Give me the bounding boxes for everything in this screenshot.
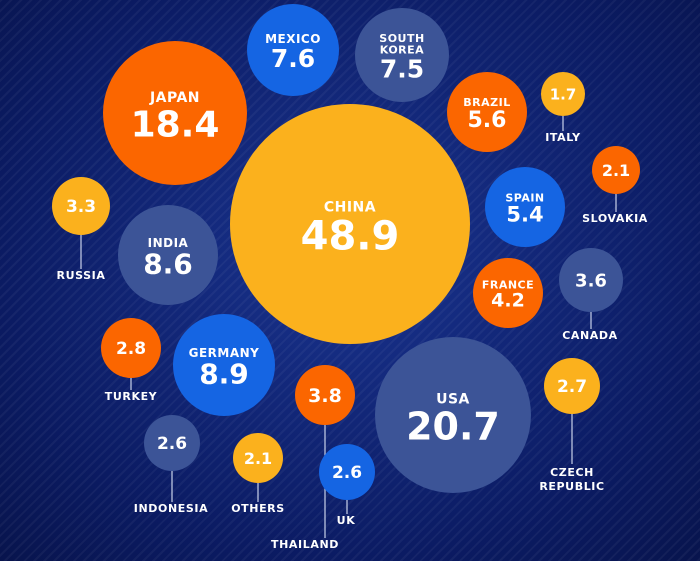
bubble-circle-indonesia [144,415,200,471]
bubble-name-indonesia: INDONESIA [134,502,208,515]
bubble-circle-spain [485,167,565,247]
bubble-thailand: 3.8 THAILAND [271,365,355,551]
bubble-name-thailand: THAILAND [271,538,339,551]
bubble-circle-thailand [295,365,355,425]
bubble-value-uk: 2.6 [332,463,362,483]
bubble-uk: 2.6 UK [319,444,375,527]
bubble-name-italy: ITALY [545,131,581,144]
bubble-value-canada: 3.6 [575,270,607,291]
bubble-circle-turkey [101,318,161,378]
bubble-name-mexico: MEXICO [265,32,321,46]
bubble-circle-slovakia [592,146,640,194]
bubble-name-russia: RUSSIA [57,269,106,282]
bubble-value-turkey: 2.8 [116,339,146,359]
bubble-circle-italy [541,72,585,116]
bubble-russia: 3.3 RUSSIA [52,177,110,282]
bubble-value-france: 4.2 [491,289,525,311]
bubble-name-slovakia: SLOVAKIA [582,212,648,225]
bubble-italy: 1.7 ITALY [541,72,585,144]
bubble-name-czech-republic: CZECH REPUBLIC [539,466,604,493]
bubble-value-usa: 20.7 [406,404,500,448]
bubble-circle-usa [375,337,531,493]
bubble-value-slovakia: 2.1 [602,161,630,180]
bubble-value-china: 48.9 [301,213,400,259]
bubble-value-india: 8.6 [143,247,193,280]
bubble-value-germany: 8.9 [199,357,249,390]
bubble-name-canada: CANADA [562,329,618,342]
bubble-value-south-korea: 7.5 [380,54,424,83]
bubble-name-japan: JAPAN [149,90,200,106]
bubble-value-thailand: 3.8 [308,385,342,407]
bubble-value-indonesia: 2.6 [157,434,187,454]
bubble-value-mexico: 7.6 [271,44,315,73]
bubble-circle-canada [559,248,623,312]
bubble-value-italy: 1.7 [550,85,577,103]
bubble-name-india: INDIA [148,236,189,250]
bubble-circle-uk [319,444,375,500]
bubble-name-brazil: BRAZIL [463,96,510,109]
bubble-name-uk: UK [337,514,356,527]
bubble-circle-france [473,258,543,328]
bubble-circle-brazil [447,72,527,152]
bubble-slovakia: 2.1 SLOVAKIA [582,146,648,225]
bubble-circle-czech-republic [544,358,600,414]
bubble-circle-russia [52,177,110,235]
bubble-value-brazil: 5.6 [468,108,507,133]
bubble-circle-others [233,433,283,483]
bubble-value-spain: 5.4 [506,202,543,226]
bubble-circle-india [118,205,218,305]
bubble-value-japan: 18.4 [131,104,220,145]
bubble-value-others: 2.1 [244,449,272,468]
bubble-value-czech-republic: 2.7 [557,377,587,397]
bubble-name-spain: SPAIN [505,192,544,205]
bubble-circle-china [230,104,470,344]
bubble-name-south-korea: SOUTH KOREA [379,32,424,57]
bubble-circle-japan [103,41,247,185]
bubble-czech-republic: 2.7 CZECH REPUBLIC [539,358,604,493]
bubble-name-others: OTHERS [231,502,285,515]
bubble-circle-mexico [247,4,339,96]
bubble-name-france: FRANCE [482,278,534,291]
bubble-name-china: CHINA [324,199,376,215]
bubble-circle-germany [173,314,275,416]
bubble-name-turkey: TURKEY [105,390,158,403]
bubble-name-usa: USA [436,391,470,407]
bubble-others: 2.1 OTHERS [231,433,285,515]
bubble-turkey: 2.8 TURKEY [101,318,161,403]
bubble-circle-south-korea [355,8,449,102]
bubble-name-germany: GERMANY [189,346,260,360]
bubble-indonesia: 2.6 INDONESIA [134,415,208,515]
bubble-value-russia: 3.3 [66,197,96,217]
bubble-canada: 3.6 CANADA [559,248,623,342]
